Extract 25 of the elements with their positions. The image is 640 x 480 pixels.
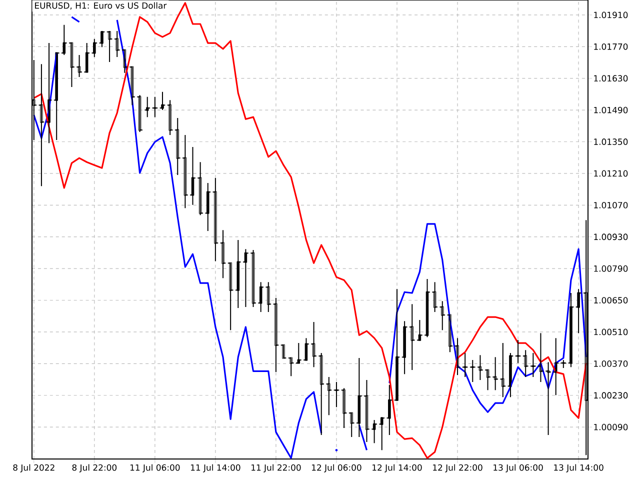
y-tick-label: 1.01630	[594, 75, 628, 82]
chart-title: EURUSD, H1: Euro vs US Dollar	[35, 2, 167, 10]
x-tick-label: 11 Jul 06:00	[130, 464, 180, 472]
y-tick-label: 1.01770	[594, 43, 628, 50]
y-tick-label: 1.00790	[594, 265, 628, 272]
y-tick-label: 1.00090	[594, 424, 628, 430]
y-tick-label: 1.01350	[594, 138, 628, 145]
x-tick-label: 11 Jul 22:00	[252, 464, 301, 472]
x-tick-label: 13 Jul 14:00	[554, 464, 604, 472]
x-tick-label: 11 Jul 14:00	[190, 464, 240, 472]
y-tick-label: 1.00510	[594, 328, 628, 336]
x-tick-label: 12 Jul 22:00	[433, 464, 482, 472]
y-tick-label: 1.00370	[594, 360, 628, 367]
y-tick-label: 1.01070	[594, 202, 628, 208]
x-tick-label: 13 Jul 06:00	[494, 464, 543, 472]
x-tick-label: 12 Jul 14:00	[372, 464, 422, 472]
y-tick-label: 1.01210	[594, 170, 628, 177]
y-tick-label: 1.01490	[594, 106, 628, 114]
y-tick-label: 1.00650	[594, 297, 628, 304]
y-tick-label: 1.00930	[594, 234, 628, 240]
y-tick-label: 1.00230	[594, 392, 628, 399]
x-tick-label: 12 Jul 06:00	[312, 464, 362, 472]
x-tick-label: 8 Jul 2022	[13, 464, 54, 472]
y-tick-label: 1.01910	[594, 12, 628, 18]
x-tick-label: 8 Jul 22:00	[72, 464, 117, 472]
